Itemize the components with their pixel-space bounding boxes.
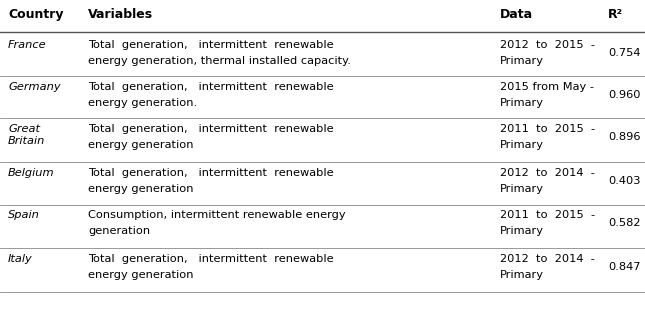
Text: Primary: Primary xyxy=(500,184,544,194)
Text: 2011  to  2015  -: 2011 to 2015 - xyxy=(500,124,595,134)
Text: Total  generation,   intermittent  renewable: Total generation, intermittent renewable xyxy=(88,40,333,50)
Text: Data: Data xyxy=(500,8,533,21)
Text: 0.896: 0.896 xyxy=(608,132,640,142)
Text: Total  generation,   intermittent  renewable: Total generation, intermittent renewable xyxy=(88,168,333,178)
Text: generation: generation xyxy=(88,226,150,236)
Text: energy generation: energy generation xyxy=(88,184,194,194)
Text: Primary: Primary xyxy=(500,140,544,150)
Text: Primary: Primary xyxy=(500,98,544,108)
Text: 2011  to  2015  -: 2011 to 2015 - xyxy=(500,210,595,220)
Text: energy generation, thermal installed capacity.: energy generation, thermal installed cap… xyxy=(88,56,351,66)
Text: Total  generation,   intermittent  renewable: Total generation, intermittent renewable xyxy=(88,124,333,134)
Text: Germany: Germany xyxy=(8,82,61,92)
Text: 0.403: 0.403 xyxy=(608,176,640,186)
Text: Primary: Primary xyxy=(500,56,544,66)
Text: energy generation: energy generation xyxy=(88,270,194,280)
Text: energy generation.: energy generation. xyxy=(88,98,197,108)
Text: France: France xyxy=(8,40,46,50)
Text: Variables: Variables xyxy=(88,8,153,21)
Text: 2012  to  2014  -: 2012 to 2014 - xyxy=(500,168,595,178)
Text: Consumption, intermittent renewable energy: Consumption, intermittent renewable ener… xyxy=(88,210,346,220)
Text: Primary: Primary xyxy=(500,226,544,236)
Text: Total  generation,   intermittent  renewable: Total generation, intermittent renewable xyxy=(88,82,333,92)
Text: Italy: Italy xyxy=(8,254,33,264)
Text: 0.960: 0.960 xyxy=(608,90,640,100)
Text: Belgium: Belgium xyxy=(8,168,55,178)
Text: 0.754: 0.754 xyxy=(608,48,640,58)
Text: energy generation: energy generation xyxy=(88,140,194,150)
Text: 2015 from May -: 2015 from May - xyxy=(500,82,594,92)
Text: 2012  to  2015  -: 2012 to 2015 - xyxy=(500,40,595,50)
Text: Spain: Spain xyxy=(8,210,40,220)
Text: R²: R² xyxy=(608,8,623,21)
Text: 0.847: 0.847 xyxy=(608,262,640,272)
Text: 2012  to  2014  -: 2012 to 2014 - xyxy=(500,254,595,264)
Text: Country: Country xyxy=(8,8,63,21)
Text: Total  generation,   intermittent  renewable: Total generation, intermittent renewable xyxy=(88,254,333,264)
Text: Primary: Primary xyxy=(500,270,544,280)
Text: Great
Britain: Great Britain xyxy=(8,124,45,146)
Text: 0.582: 0.582 xyxy=(608,218,640,228)
